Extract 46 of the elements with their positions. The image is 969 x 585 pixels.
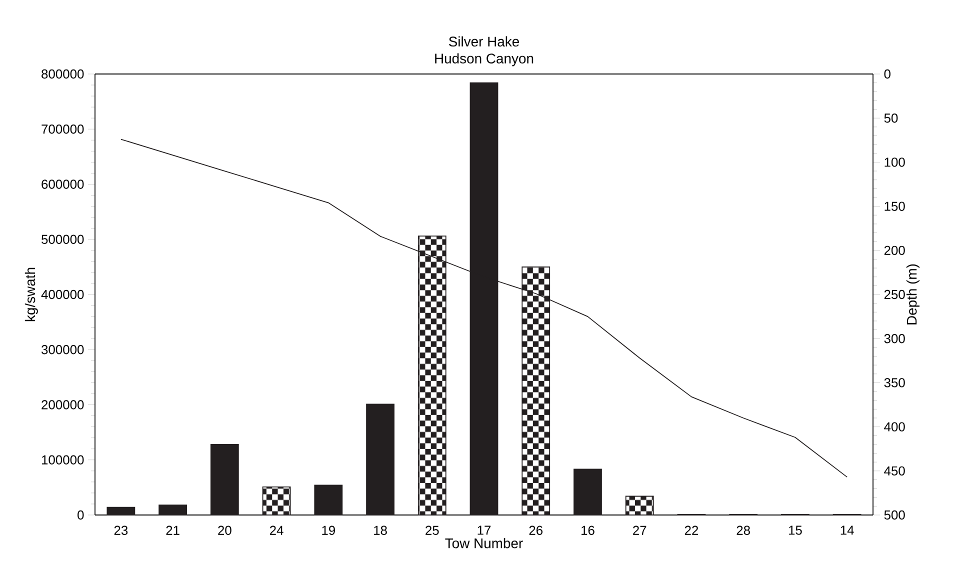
- y2-tick-label: 500: [884, 510, 905, 520]
- x-tick-label: 20: [218, 526, 232, 535]
- x-tick-label: 25: [426, 526, 439, 535]
- chart-title: Silver Hake: [448, 36, 520, 47]
- x-axis-title: Tow Number: [445, 538, 523, 548]
- y2-tick-label: 250: [884, 290, 905, 300]
- y-tick-label: 700000: [42, 124, 84, 134]
- y2-tick-label: 450: [884, 466, 905, 476]
- x-tick-label: 28: [736, 526, 750, 535]
- y2-tick-label: 400: [884, 422, 905, 432]
- bar: [106, 506, 136, 516]
- bar: [210, 444, 239, 516]
- bar: [158, 504, 187, 516]
- y-tick-label: 500000: [42, 234, 84, 244]
- x-tick-label: 18: [374, 526, 387, 535]
- bar: [574, 468, 602, 516]
- x-tick-label: 26: [529, 526, 543, 535]
- y-tick-label: 0: [78, 510, 84, 520]
- x-tick-label: 24: [270, 526, 284, 535]
- chart-subtitle: Hudson Canyon: [435, 53, 534, 66]
- x-tick-label: 19: [322, 526, 335, 535]
- y2-tick-label: 150: [884, 202, 905, 211]
- y-tick-label: 100000: [42, 455, 84, 464]
- y2-axis-title: Depth (m): [906, 264, 920, 324]
- y-axis-title: kg/swath: [24, 268, 38, 322]
- y2-tick-label: 200: [884, 246, 905, 255]
- bar: [314, 484, 343, 516]
- x-tick-label: 21: [166, 526, 180, 535]
- y-tick-label: 800000: [42, 69, 84, 79]
- x-tick-label: 14: [840, 526, 854, 535]
- x-tick-label: 22: [684, 526, 698, 535]
- y-tick-label: 600000: [42, 180, 84, 189]
- y2-tick-label: 300: [884, 334, 905, 344]
- bar: [366, 404, 394, 516]
- y2-tick-label: 0: [884, 69, 890, 79]
- x-tick-label: 17: [478, 526, 491, 535]
- y-tick-label: 300000: [42, 345, 84, 354]
- x-tick-label: 23: [114, 526, 128, 535]
- y-tick-label: 400000: [41, 290, 84, 300]
- y2-tick-label: 350: [884, 378, 905, 388]
- x-tick-label: 15: [788, 526, 802, 535]
- x-tick-label: 27: [633, 526, 646, 535]
- y2-tick-label: 100: [884, 158, 905, 167]
- x-tick-label: 16: [582, 526, 594, 535]
- y2-tick-label: 50: [884, 114, 898, 123]
- y-tick-label: 200000: [42, 400, 84, 410]
